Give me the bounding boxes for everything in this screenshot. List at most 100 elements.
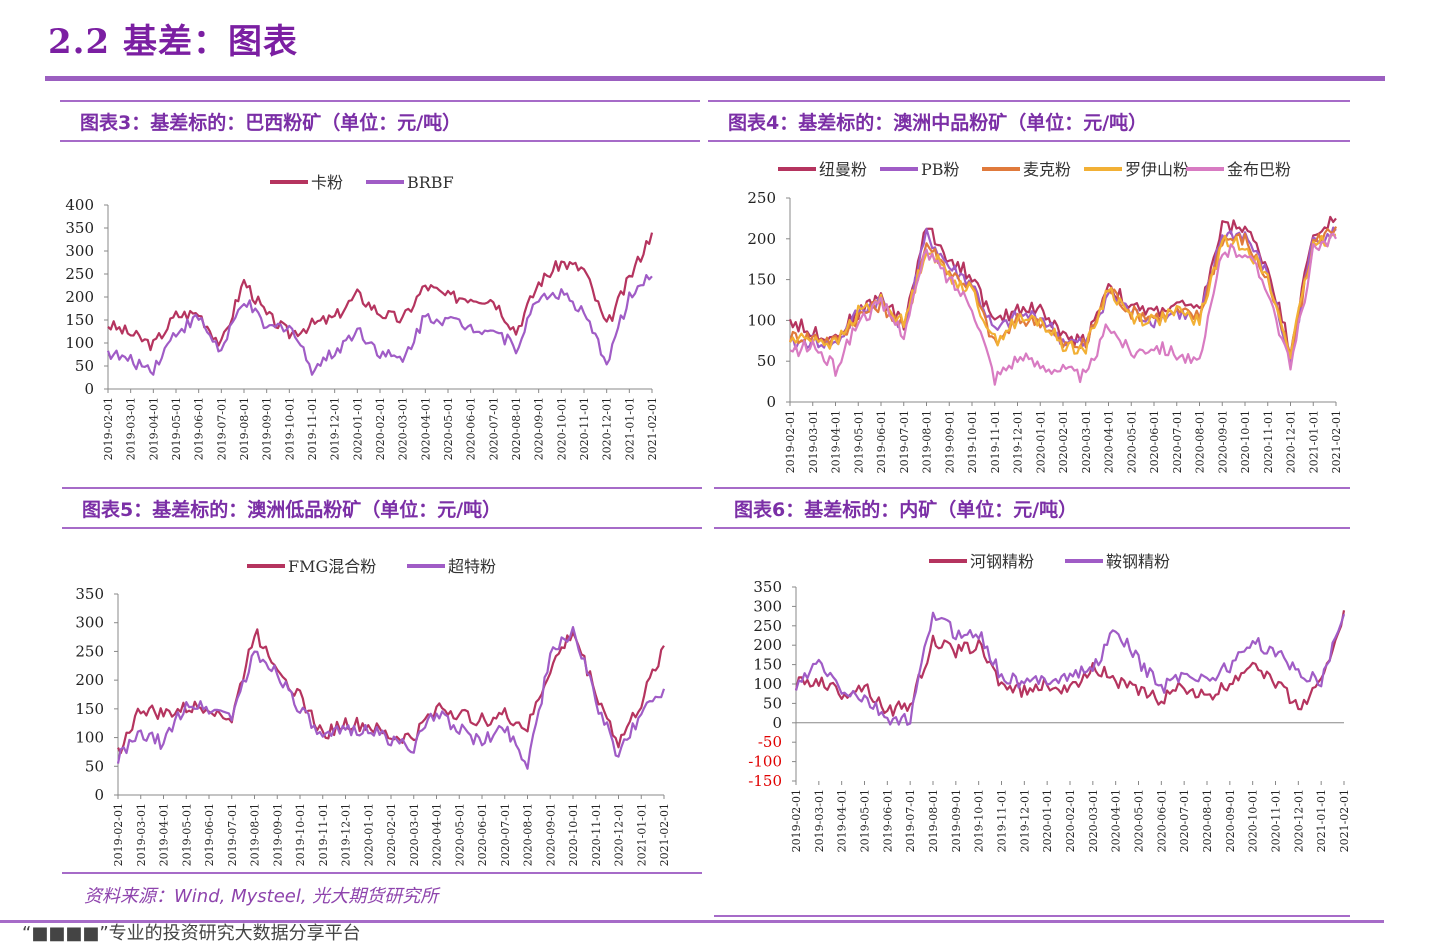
- x-tick-label: 2020-05-01: [1133, 789, 1146, 852]
- x-tick-label: 2020-08-01: [1201, 789, 1214, 852]
- x-tick-label: 2019-05-01: [852, 410, 865, 473]
- x-tick-label: 2020-03-01: [397, 397, 410, 460]
- y-tick-label: 250: [747, 189, 776, 207]
- y-tick-label: 350: [753, 578, 782, 596]
- x-tick-label: 2020-10-01: [567, 803, 580, 866]
- y-tick-label: 400: [65, 196, 94, 214]
- y-tick-label: 150: [65, 311, 94, 329]
- x-tick-label: 2019-08-01: [238, 397, 251, 460]
- x-tick-label: 2020-06-01: [1155, 789, 1168, 852]
- x-tick-label: 2019-08-01: [921, 410, 934, 473]
- y-tick-label: 150: [747, 271, 776, 289]
- x-tick-label: 2020-09-01: [1216, 410, 1229, 473]
- x-tick-label: 2019-12-01: [1012, 410, 1025, 473]
- series-line-1: [788, 215, 1337, 357]
- y-tick-label: 0: [772, 714, 782, 732]
- x-tick-label: 2020-02-01: [1057, 410, 1070, 473]
- x-tick-label: 2020-06-01: [476, 803, 489, 866]
- legend-label: 卡粉: [311, 173, 343, 192]
- x-tick-label: 2020-08-01: [1194, 410, 1207, 473]
- x-tick-label: 2020-07-01: [499, 803, 512, 866]
- y-tick-label: 300: [65, 242, 94, 260]
- footer-text: “■■■■”专业的投资研究大数据分享平台: [22, 923, 361, 944]
- chart-5: 0 50 100 150 200 250 300 350 2019-02-01 2019-03-0…: [75, 557, 671, 866]
- x-tick-label: 2020-07-01: [1171, 410, 1184, 473]
- legend-label: 罗伊山粉: [1125, 160, 1189, 179]
- chart-panel-3: 图表3：基差标的：巴西粉矿（单位：元/吨） 0 50 100 150 200 250 300…: [60, 100, 700, 475]
- x-tick-label: 2021-02-01: [1330, 410, 1343, 473]
- x-tick-label: 2020-09-01: [533, 397, 546, 460]
- x-tick-label: 2019-04-01: [830, 410, 843, 473]
- y-tick-label: -50: [758, 733, 782, 751]
- y-tick-label: 100: [65, 334, 94, 352]
- x-tick-label: 2021-02-01: [1338, 789, 1351, 852]
- legend-label: BRBF: [407, 173, 454, 192]
- legend-label: FMG混合粉: [288, 557, 376, 576]
- x-tick-label: 2019-07-01: [226, 803, 239, 866]
- x-tick-label: 2020-09-01: [544, 803, 557, 866]
- series-line-5: [789, 232, 1337, 386]
- x-tick-label: 2020-12-01: [613, 803, 626, 866]
- x-tick-label: 2019-05-01: [170, 397, 183, 460]
- x-tick-label: 2019-09-01: [943, 410, 956, 473]
- x-tick-label: 2020-09-01: [1224, 789, 1237, 852]
- legend-label: 河钢精粉: [970, 552, 1034, 571]
- y-tick-label: 100: [753, 675, 782, 693]
- x-tick-label: 2020-10-01: [1239, 410, 1252, 473]
- x-tick-label: 2021-01-01: [635, 803, 648, 866]
- series-line-2: [789, 226, 1337, 364]
- series-line-2: [116, 625, 666, 770]
- x-tick-label: 2019-10-01: [283, 397, 296, 460]
- x-tick-label: 2020-11-01: [578, 397, 591, 460]
- x-tick-label: 2021-02-01: [658, 803, 671, 866]
- legend-label: PB粉: [921, 160, 960, 179]
- x-tick-label: 2020-12-01: [601, 397, 614, 460]
- legend-label: 麦克粉: [1023, 160, 1071, 179]
- x-tick-label: 2020-07-01: [487, 397, 500, 460]
- x-tick-label: 2019-04-01: [836, 789, 849, 852]
- y-tick-label: 350: [65, 219, 94, 237]
- source-note: 资料来源：Wind, Mysteel, 光大期货研究所: [84, 886, 439, 907]
- x-tick-label: 2020-08-01: [510, 397, 523, 460]
- series-line-4: [789, 233, 1337, 360]
- x-tick-label: 2019-04-01: [147, 397, 160, 460]
- x-tick-label: 2021-01-01: [1315, 789, 1328, 852]
- series-line-1: [107, 232, 654, 352]
- x-tick-label: 2019-11-01: [306, 397, 319, 460]
- x-tick-label: 2020-02-01: [374, 397, 387, 460]
- y-tick-label: 50: [75, 357, 94, 375]
- x-tick-label: 2019-06-01: [875, 410, 888, 473]
- x-tick-label: 2019-10-01: [966, 410, 979, 473]
- y-tick-label: 0: [84, 380, 94, 398]
- x-tick-label: 2019-06-01: [193, 397, 206, 460]
- x-tick-label: 2019-07-01: [904, 789, 917, 852]
- x-tick-label: 2019-06-01: [881, 789, 894, 852]
- x-tick-label: 2020-01-01: [1034, 410, 1047, 473]
- x-tick-label: 2020-02-01: [1064, 789, 1077, 852]
- x-tick-label: 2019-07-01: [215, 397, 228, 460]
- legend-label: 纽曼粉: [819, 160, 867, 179]
- x-tick-label: 2020-05-01: [442, 397, 455, 460]
- page-title: 2.2 基差：图表: [48, 22, 298, 62]
- y-tick-label: -150: [748, 772, 782, 790]
- x-tick-label: 2020-01-01: [362, 803, 375, 866]
- y-tick-label: 200: [75, 671, 104, 689]
- y-tick-label: 200: [65, 288, 94, 306]
- x-tick-label: 2020-04-01: [419, 397, 432, 460]
- x-tick-label: 2019-10-01: [294, 803, 307, 866]
- x-tick-label: 2019-09-01: [261, 397, 274, 460]
- y-tick-label: 50: [757, 352, 776, 370]
- x-tick-label: 2020-02-01: [385, 803, 398, 866]
- y-tick-label: 200: [753, 636, 782, 654]
- series-line-1: [794, 610, 1346, 717]
- x-tick-label: 2020-03-01: [1087, 789, 1100, 852]
- chart-title-5: 图表5：基差标的：澳洲低品粉矿（单位：元/吨）: [62, 487, 702, 529]
- x-tick-label: 2020-11-01: [1270, 789, 1283, 852]
- chart-4: 0 50 100 150 200 250 2019-02-01 2019-03-01 2019-…: [747, 160, 1343, 473]
- chart-title-6: 图表6：基差标的：内矿（单位：元/吨）: [714, 487, 1350, 529]
- x-tick-label: 2020-10-01: [1247, 789, 1260, 852]
- x-tick-label: 2019-03-01: [807, 410, 820, 473]
- x-tick-label: 2020-11-01: [590, 803, 603, 866]
- chart-title-4: 图表4：基差标的：澳洲中品粉矿（单位：元/吨）: [708, 100, 1350, 142]
